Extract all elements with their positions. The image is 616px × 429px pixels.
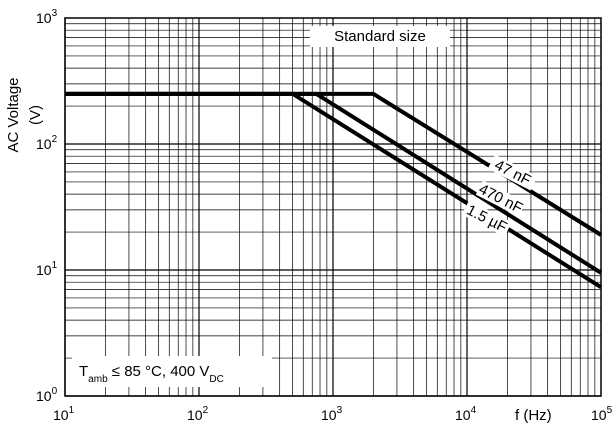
x-tick-label: 104 <box>455 405 477 423</box>
series-label-background <box>475 180 526 217</box>
x-axis-label-background <box>510 404 566 426</box>
x-tick-label: 105 <box>591 405 613 423</box>
chart-title-background <box>310 26 450 47</box>
condition-note: Tamb ≤ 85 °C, 400 VDC <box>79 363 224 385</box>
condition-note-t: T <box>79 363 88 380</box>
y-tick-label: 100 <box>36 386 58 404</box>
condition-note-v-sub: DC <box>209 374 223 385</box>
x-tick-label: 102 <box>187 405 209 423</box>
y-tick-label: 101 <box>36 260 58 278</box>
y-axis-label-line1: AC Voltage <box>5 77 22 152</box>
x-axis-label: f (Hz) <box>515 407 552 424</box>
series-label: 47 nF <box>492 157 534 190</box>
y-tick-label: 103 <box>36 8 58 26</box>
condition-note-t-sub: amb <box>88 374 108 385</box>
x-tick-label: 103 <box>321 405 343 423</box>
x-tick-label: 101 <box>53 405 75 423</box>
condition-note-background <box>72 356 272 387</box>
series-label-background <box>487 154 538 191</box>
y-tick-label: 102 <box>36 134 58 152</box>
y-axis-label-line2: (V) <box>27 105 44 125</box>
chart-title: Standard size <box>334 28 426 45</box>
series-label-background <box>461 200 512 237</box>
plot-frame <box>64 17 602 397</box>
condition-note-mid: ≤ 85 °C, 400 V <box>108 363 210 380</box>
